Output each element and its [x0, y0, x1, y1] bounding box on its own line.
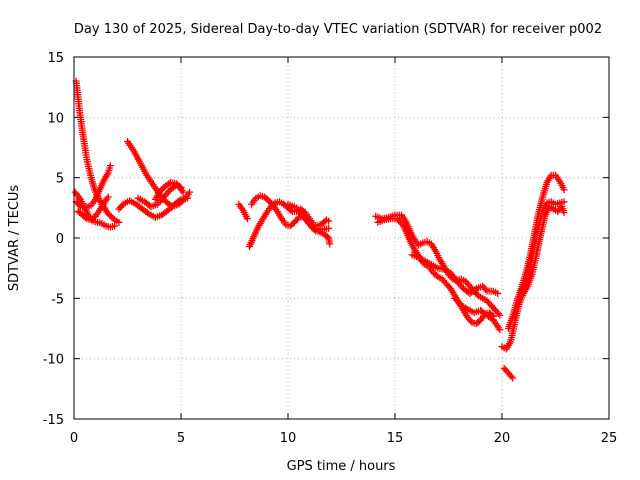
- data-point: [111, 222, 119, 230]
- y-tick-label: 0: [56, 232, 64, 247]
- data-point: [106, 211, 114, 219]
- data-point: [494, 290, 502, 298]
- data-point: [560, 198, 568, 206]
- data-point: [107, 213, 115, 221]
- data-trace: [517, 198, 568, 295]
- x-tick-label: 20: [494, 431, 511, 446]
- data-trace: [72, 162, 114, 212]
- x-axis-label: GPS time / hours: [287, 459, 396, 474]
- data-point: [106, 162, 114, 170]
- data-points: [71, 77, 568, 382]
- data-point: [268, 200, 276, 208]
- data-point: [165, 180, 173, 188]
- data-point: [287, 206, 295, 214]
- data-trace: [235, 200, 251, 223]
- grid-lines: [74, 57, 609, 419]
- x-tick-label: 15: [387, 431, 404, 446]
- y-tick-label: -15: [43, 413, 64, 428]
- x-tick-label: 25: [601, 431, 618, 446]
- data-trace: [151, 178, 187, 203]
- x-tick-label: 0: [70, 431, 78, 446]
- data-point: [494, 310, 502, 318]
- data-point: [293, 215, 301, 223]
- data-point: [186, 188, 194, 196]
- data-point: [326, 240, 334, 248]
- data-point: [109, 214, 117, 222]
- y-tick-label: 10: [47, 111, 64, 126]
- data-point: [75, 201, 83, 209]
- data-trace: [500, 364, 517, 382]
- data-point: [243, 215, 251, 223]
- data-point: [175, 200, 183, 208]
- data-point: [179, 188, 187, 196]
- data-point: [496, 326, 504, 334]
- data-point: [560, 209, 568, 217]
- data-point: [164, 206, 172, 214]
- data-point: [467, 317, 475, 325]
- data-point: [176, 199, 184, 207]
- axis-ticks: 0 5 10 15 20 25 -15 -10 -5 0 5 10 15: [43, 51, 618, 446]
- data-point: [104, 193, 112, 201]
- data-trace: [408, 251, 502, 298]
- data-point: [325, 217, 333, 225]
- data-point: [325, 224, 333, 232]
- y-tick-label: 15: [47, 51, 64, 66]
- y-tick-label: 5: [56, 172, 64, 187]
- data-point: [81, 213, 89, 221]
- data-point: [471, 286, 479, 294]
- data-trace: [498, 203, 568, 353]
- data-trace: [284, 200, 333, 234]
- data-point: [118, 202, 126, 210]
- data-point: [308, 223, 316, 231]
- x-tick-label: 5: [177, 431, 185, 446]
- data-point: [178, 197, 186, 205]
- y-tick-label: -10: [43, 353, 64, 368]
- data-point: [507, 372, 515, 380]
- data-trace: [451, 294, 504, 334]
- data-point: [180, 196, 188, 204]
- y-tick-label: -5: [51, 292, 64, 307]
- data-trace: [74, 193, 112, 224]
- data-point: [143, 209, 151, 217]
- data-point: [560, 186, 568, 194]
- y-axis-label: SDTVAR / TECUs: [7, 185, 22, 292]
- chart-title: Day 130 of 2025, Sidereal Day-to-day VTE…: [74, 22, 602, 37]
- data-point: [104, 210, 112, 218]
- data-point: [482, 285, 490, 293]
- data-point: [473, 290, 481, 298]
- data-point: [509, 374, 517, 382]
- data-trace: [248, 192, 334, 248]
- x-tick-label: 10: [280, 431, 297, 446]
- data-point: [115, 218, 123, 226]
- data-point: [432, 271, 440, 279]
- data-point: [496, 311, 504, 319]
